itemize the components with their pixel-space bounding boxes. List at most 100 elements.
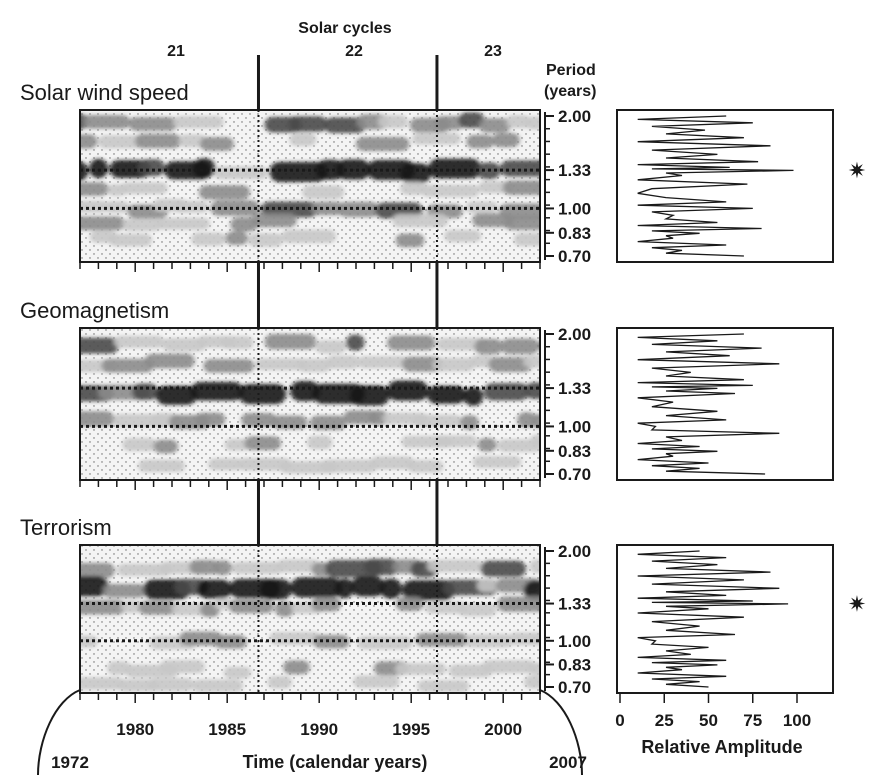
spectrum-frame	[616, 109, 834, 263]
heatmap-band-segment	[395, 663, 447, 675]
heatmap-band-segment	[345, 334, 365, 351]
heatmap-band-segment	[297, 358, 331, 372]
heatmap-band-segment	[80, 134, 98, 149]
period-tick-label: 1.33	[558, 161, 591, 180]
heatmap-band-segment	[306, 435, 333, 450]
heatmap-band-segment	[117, 563, 172, 576]
heatmap-band-segment	[412, 414, 462, 427]
period-label-line1: Period	[546, 62, 596, 79]
heatmap-band-segment	[159, 660, 205, 674]
start-year-label: 1972	[51, 753, 89, 772]
heatmap-band-segment	[80, 599, 126, 615]
amplitude-tick-label: 75	[743, 711, 762, 730]
heatmap-band-segment	[264, 334, 317, 350]
heatmap-band-segment	[269, 632, 322, 645]
heatmap-band-segment	[210, 200, 260, 216]
period-label-line2: (years)	[544, 83, 596, 100]
amplitude-tick-label: 0	[615, 711, 624, 730]
heatmap-band-segment	[251, 213, 297, 228]
heatmap-band-segment	[203, 359, 254, 373]
heatmap-band-segment	[502, 180, 540, 195]
heatmap-band-segment	[144, 353, 195, 369]
panel-2: Geomagnetism 2.00 1.33 1.00 0.83 0.70	[20, 298, 834, 490]
heatmap-band-segment	[118, 679, 158, 692]
heatmap-band-segment	[80, 677, 125, 690]
year-tick-label: 1990	[300, 720, 338, 739]
cycle-23-label: 23	[484, 43, 502, 60]
spectrum-frame	[616, 544, 834, 694]
heatmap-band-segment	[528, 662, 540, 675]
heatmap-band-segment	[435, 116, 465, 130]
heatmap-band-segment	[109, 233, 152, 247]
heatmap-band-segment	[198, 185, 250, 200]
heatmap-band-segment	[324, 117, 366, 134]
panel-title: Geomagnetism	[20, 298, 169, 323]
heatmap-band-segment	[102, 583, 147, 598]
heatmap-blur-layer	[80, 558, 540, 692]
heatmap-band-segment	[302, 185, 345, 199]
heatmap-band-segment	[350, 385, 390, 406]
heatmap-band-segment	[353, 675, 400, 688]
heatmap-band-segment	[377, 115, 408, 129]
heatmap-band-segment	[436, 337, 488, 351]
heatmap-band-segment	[400, 181, 427, 195]
heatmap-band-segment	[281, 229, 337, 243]
heatmap-band-segment	[482, 660, 536, 674]
heatmap-band-segment	[427, 559, 483, 573]
heatmap-band-segment	[523, 580, 540, 601]
heatmap-band-segment	[466, 134, 494, 149]
heatmap-band-segment	[288, 116, 328, 132]
spectrum-frame	[616, 327, 834, 481]
heatmap-band-segment	[114, 335, 165, 348]
period-tick-label: 1.00	[558, 417, 591, 436]
heatmap-band-segment	[162, 338, 207, 352]
heatmap-band-segment	[80, 216, 125, 231]
heatmap-band-segment	[228, 599, 274, 614]
heatmap-band-segment	[476, 578, 499, 593]
solar-cycles-title: Solar cycles	[298, 20, 392, 37]
heatmap-band-segment	[80, 576, 109, 597]
heatmap-band-segment	[395, 597, 424, 611]
heatmap-blur-layer	[80, 112, 540, 248]
period-tick-label: 2.00	[558, 542, 591, 561]
heatmap-band-segment	[517, 412, 537, 428]
heatmap-band-segment	[351, 576, 385, 597]
panel-1: Solar wind speed 2.00 1.33 1.00 0.83 0.70 ✷	[20, 80, 866, 272]
panel-title: Solar wind speed	[20, 80, 189, 105]
heatmap-band-segment	[316, 159, 345, 180]
heatmap-band-segment	[387, 335, 436, 351]
heatmap-band-segment	[480, 560, 527, 577]
heatmap-band-segment	[504, 215, 540, 230]
heatmap-blur-layer	[80, 334, 540, 474]
heatmap-band-segment	[506, 115, 531, 129]
heatmap-band-segment	[260, 579, 292, 600]
heatmap-band-segment	[448, 664, 493, 678]
heatmap-band-segment	[200, 137, 234, 151]
period-tick-label: 0.70	[558, 465, 591, 484]
heatmap-band-segment	[135, 133, 181, 149]
heatmap-band-segment	[457, 603, 497, 617]
heatmap-band-segment	[309, 415, 347, 431]
heatmap-band-segment	[387, 380, 429, 401]
heatmap-band-segment	[138, 459, 185, 473]
heatmap-band-segment	[98, 135, 142, 149]
heatmap-band-segment	[531, 413, 540, 429]
heatmap-band-segment	[208, 458, 243, 471]
period-tick-label: 1.33	[558, 595, 591, 614]
heatmap-band-segment	[313, 634, 350, 649]
heatmap-band-segment	[122, 438, 157, 452]
heatmap-band-segment	[417, 680, 470, 692]
period-tick-label: 1.00	[558, 632, 591, 651]
year-tick-label: 1985	[208, 720, 246, 739]
period-tick-label: 0.83	[558, 442, 591, 461]
heatmap-band-segment	[248, 233, 284, 247]
heatmap-band-segment	[80, 411, 115, 427]
heatmap-band-segment	[190, 382, 244, 401]
period-tick-label: 0.70	[558, 247, 591, 266]
heatmap-band-segment	[290, 381, 320, 402]
period-tick-label: 0.83	[558, 655, 591, 674]
heatmap-band-segment	[290, 577, 343, 598]
heatmap-band-segment	[343, 410, 378, 425]
heatmap-band-segment	[407, 460, 444, 473]
